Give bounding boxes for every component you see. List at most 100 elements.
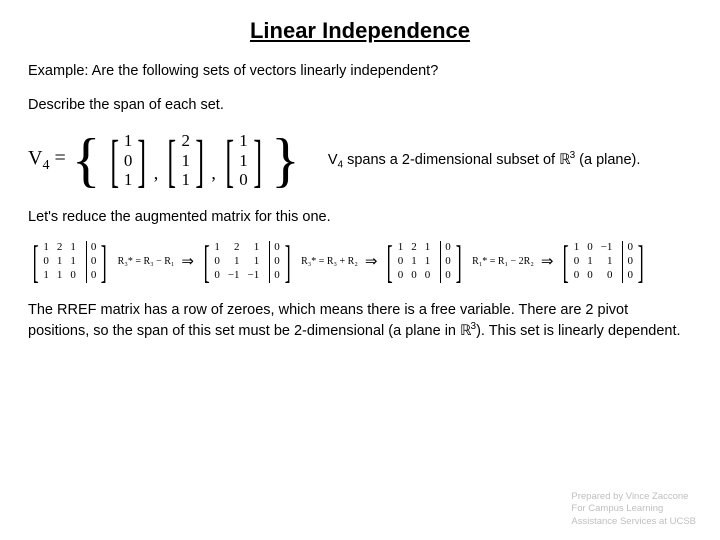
conclusion-b: ). This set is linearly dependent. [476,323,680,339]
bracket-icon: [ [168,136,177,185]
m1c: 1 [43,241,49,255]
bracket-icon: [ [225,136,234,185]
example-prompt: Example: Are the following sets of vecto… [28,62,692,82]
v1-2: 1 [124,170,133,190]
span-tail: (a plane). [575,152,640,168]
v1-1: 0 [124,151,133,171]
m2r: 0 [274,241,280,255]
v2-1: 1 [182,151,191,171]
m4c: −1 [601,241,613,255]
vector-set-row: V4 = { [ 1 0 1 ] , [ 2 1 1 ] , [ [28,129,692,192]
m1c: 1 [70,255,76,269]
m4c: 0 [574,255,580,269]
vector-1: [ 1 0 1 ] [105,129,152,192]
m4c: 0 [574,269,580,283]
v3-1: 1 [239,151,248,171]
reduce-line: Let's reduce the augmented matrix for th… [28,208,692,228]
bracket-icon: ] [195,136,204,185]
vector-1-entries: 1 0 1 [124,129,133,192]
m2c: 0 [214,255,220,269]
m4c: 0 [601,269,613,283]
bracket-icon: ] [253,136,262,185]
m3c: 0 [398,269,404,283]
bracket-icon: [ [563,242,569,281]
m3r: 0 [445,255,451,269]
m4c: 1 [574,241,580,255]
arrow-icon: ⇒ [364,252,379,271]
m2c: 1 [214,241,220,255]
m2c: 1 [248,255,260,269]
span-mid: spans a 2-dimensional subset of [343,152,559,168]
m3c: 0 [398,255,404,269]
m3r: 0 [445,269,451,283]
m4c: 0 [587,269,593,283]
m3c: 1 [411,255,417,269]
m2c: 1 [248,241,260,255]
m1r: 0 [91,241,97,255]
v3-2: 0 [239,170,248,190]
m3c: 1 [425,255,431,269]
v1-0: 1 [124,131,133,151]
vset-eq: = [49,147,65,169]
brace-left: { [70,133,103,187]
matrix-3: [ 100 210 110 000 ] [382,241,466,282]
bracket-icon: [ [33,242,39,281]
bracket-icon: ] [138,136,147,185]
comma: , [154,163,161,192]
span-description: V4 spans a 2-dimensional subset of ℝ3 (a… [328,149,641,172]
bracket-icon: [ [110,136,119,185]
span-v: V [328,152,338,168]
vset-name-letter: V [28,147,42,169]
page-title: Linear Independence [28,18,692,44]
m3c: 2 [411,241,417,255]
m3c: 0 [425,269,431,283]
m4c: 1 [601,255,613,269]
vset-name: V4 = [28,147,70,174]
m1r: 0 [91,269,97,283]
matrix-4: [ 100 010 −110 000 ] [558,241,648,282]
m2r: 0 [274,255,280,269]
bracket-icon: [ [387,242,393,281]
bracket-icon: ] [455,242,461,281]
footer-line-1: Prepared by Vince Zaccone [571,491,696,503]
v2-2: 1 [182,170,191,190]
m1r: 0 [91,255,97,269]
arrow-icon: ⇒ [180,252,195,271]
m1c: 0 [70,269,76,283]
m4c: 1 [587,255,593,269]
v2-0: 2 [182,131,191,151]
m2c: 2 [228,241,240,255]
m3c: 1 [398,241,404,255]
vector-2: [ 2 1 1 ] [162,129,209,192]
m2c: 0 [214,269,220,283]
m2c: 1 [228,255,240,269]
m3c: 0 [411,269,417,283]
conclusion: The RREF matrix has a row of zeroes, whi… [28,301,692,342]
comma: , [211,163,218,192]
row-op-3: R₁* = R₁ − 2R₂ [470,256,536,267]
m2c: −1 [228,269,240,283]
brace-right: } [269,133,302,187]
vector-3-entries: 1 1 0 [239,129,248,192]
m4r: 0 [627,269,633,283]
bracket-icon: ] [284,242,290,281]
m4c: 0 [587,241,593,255]
m4r: 0 [627,241,633,255]
m1c: 1 [70,241,76,255]
vector-2-entries: 2 1 1 [182,129,191,192]
bracket-icon: ] [101,242,107,281]
matrix-1: [ 101 211 110 000 ] [28,241,112,282]
footer-line-3: Assistance Services at UCSB [571,516,696,528]
real-symbol: ℝ [559,152,569,168]
slide: Linear Independence Example: Are the fol… [0,0,720,540]
arrow-icon: ⇒ [540,252,555,271]
vector-3: [ 1 1 0 ] [220,129,267,192]
real-symbol: ℝ [460,323,470,339]
m1c: 0 [43,255,49,269]
bracket-icon: ] [638,242,644,281]
row-reduction: [ 101 211 110 000 ] R₃* = R₃ − R₁ ⇒ [ 10… [28,241,692,282]
m1c: 1 [57,269,63,283]
describe-prompt: Describe the span of each set. [28,96,692,116]
m3c: 1 [425,241,431,255]
m2c: −1 [248,269,260,283]
